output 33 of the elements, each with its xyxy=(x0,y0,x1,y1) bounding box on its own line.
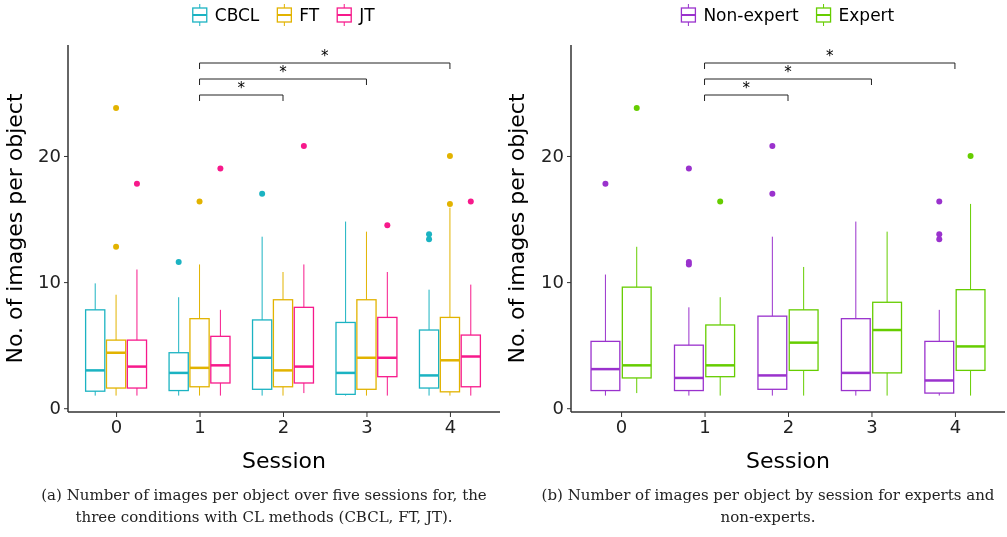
x-axis-title: Session xyxy=(242,448,326,473)
legend-label: JT xyxy=(358,5,376,25)
x-tick-label: 3 xyxy=(866,415,878,437)
x-tick-label: 1 xyxy=(699,415,711,437)
x-tick-label: 3 xyxy=(361,415,373,437)
legend-label: FT xyxy=(299,5,320,25)
annotation: * xyxy=(825,47,834,65)
legend-label: Expert xyxy=(838,5,895,25)
annotation: * xyxy=(279,63,288,81)
x-tick-label: 4 xyxy=(444,415,457,437)
y-tick-label: 20 xyxy=(541,145,564,167)
x-tick-label: 2 xyxy=(782,415,795,437)
x-tick-label: 2 xyxy=(277,415,290,437)
y-tick-label: 10 xyxy=(541,271,564,293)
x-tick-label: 0 xyxy=(615,415,628,437)
y-tick-label: 0 xyxy=(552,397,564,419)
y-tick-label: 0 xyxy=(49,397,61,419)
text: (b) Number of images per object by session for experts and non-experts. xyxy=(541,486,995,526)
legend-label: Non-expert xyxy=(703,5,799,25)
y-axis-title: No. of images per object xyxy=(504,93,529,364)
y-axis-title: No. of images per object xyxy=(2,93,27,364)
annotation: * xyxy=(237,79,246,97)
y-tick-label: 20 xyxy=(38,145,61,167)
x-tick-label: 0 xyxy=(110,415,123,437)
annotation: * xyxy=(320,47,329,65)
annotation: * xyxy=(784,63,793,81)
x-tick-label: 4 xyxy=(949,415,962,437)
y-tick-label: 10 xyxy=(38,271,61,293)
text: (a) Number of images per object over five sessions for, the three conditions with CL methods (CBCL, FT, JT). xyxy=(41,486,487,526)
annotation: * xyxy=(742,79,751,97)
x-tick-label: 1 xyxy=(194,415,206,437)
x-axis-title: Session xyxy=(746,448,830,473)
legend-label: CBCL xyxy=(214,5,260,25)
